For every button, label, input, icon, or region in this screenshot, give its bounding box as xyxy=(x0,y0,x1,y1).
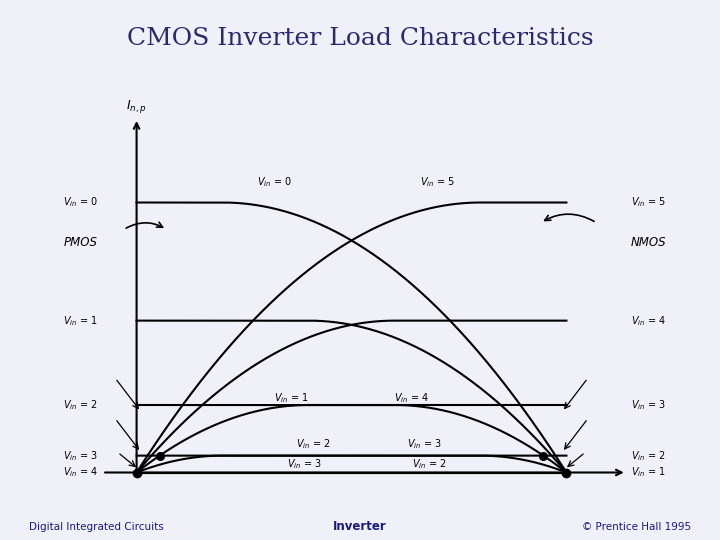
Text: $V_{in}$ = 1: $V_{in}$ = 1 xyxy=(274,392,309,405)
Text: $V_{in}$ = 3: $V_{in}$ = 3 xyxy=(408,437,442,451)
Text: $V_{in}$ = 4: $V_{in}$ = 4 xyxy=(395,392,430,405)
Text: $V_{in}$ = 5: $V_{in}$ = 5 xyxy=(631,195,666,210)
Text: Digital Integrated Circuits: Digital Integrated Circuits xyxy=(29,522,163,531)
Text: $I_{n,p}$: $I_{n,p}$ xyxy=(126,98,147,115)
Text: $V_{in}$ = 4: $V_{in}$ = 4 xyxy=(63,465,98,480)
Text: Inverter: Inverter xyxy=(333,520,387,533)
Text: $V_{in}$ = 0: $V_{in}$ = 0 xyxy=(256,176,292,189)
Text: $V_{in}$ = 5: $V_{in}$ = 5 xyxy=(420,176,455,189)
Text: $V_{in}$ = 0: $V_{in}$ = 0 xyxy=(63,195,98,210)
Text: © Prentice Hall 1995: © Prentice Hall 1995 xyxy=(582,522,691,531)
Text: NMOS: NMOS xyxy=(631,237,667,249)
Text: $V_{in}$ = 3: $V_{in}$ = 3 xyxy=(63,449,98,463)
Text: $V_{in}$ = 2: $V_{in}$ = 2 xyxy=(631,449,666,463)
Text: $V_{in}$ = 2: $V_{in}$ = 2 xyxy=(412,457,446,471)
Text: $V_{in}$ = 4: $V_{in}$ = 4 xyxy=(631,314,666,328)
Text: $V_{in}$ = 2: $V_{in}$ = 2 xyxy=(296,437,330,451)
Text: $V_{in}$ = 1: $V_{in}$ = 1 xyxy=(631,465,666,480)
Text: PMOS: PMOS xyxy=(64,237,98,249)
Text: $V_{in}$ = 3: $V_{in}$ = 3 xyxy=(631,398,666,412)
Text: $V_{in}$ = 3: $V_{in}$ = 3 xyxy=(287,457,322,471)
Text: $V_{in}$ = 2: $V_{in}$ = 2 xyxy=(63,398,98,412)
Text: CMOS Inverter Load Characteristics: CMOS Inverter Load Characteristics xyxy=(127,28,593,50)
Text: $V_{in}$ = 1: $V_{in}$ = 1 xyxy=(63,314,98,328)
